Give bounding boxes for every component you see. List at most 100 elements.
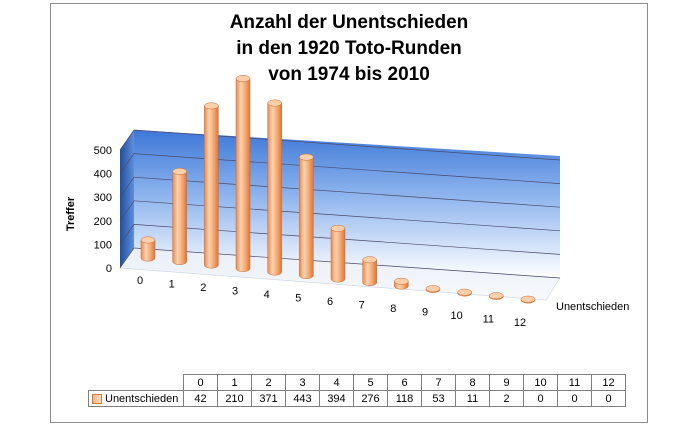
bar [489,292,504,300]
y-tick-label: 500 [94,145,112,157]
table-value-cell: 53 [421,390,456,407]
bar-top [204,102,219,110]
bar-top [299,153,314,161]
bar-top [330,224,346,232]
bar-top [489,292,504,300]
bar-body [362,259,377,286]
table-header-cell: 0 [183,374,218,391]
bar [520,295,536,304]
table-value-cell: 0 [523,390,558,407]
table-value-cell: 11 [455,390,490,407]
side-gridline [119,129,135,151]
bar-top [140,236,156,244]
x-tick-label: 4 [264,289,270,301]
side-gridline [119,224,135,245]
table-value-cell: 371 [251,390,286,407]
table-header-cell: 7 [421,374,456,391]
side-gridline [119,153,135,174]
bars [140,75,536,304]
table-value-row: Unentschieden 42 210 371 443 394 276 118… [88,390,626,407]
y-axis-ticks: 0 100 200 300 400 500 [94,145,112,275]
x-tick-label: 7 [359,300,365,312]
x-tick-label: 12 [514,317,526,329]
bar [172,167,187,265]
table-value-cell: 210 [217,390,252,407]
bar [204,102,219,269]
bar-body [330,228,346,283]
chart-title-line-1: Anzahl der Unentschieden [229,12,469,33]
y-tick-label: 0 [106,263,112,275]
x-tick-label: 6 [327,296,333,308]
bar [425,285,441,293]
table-header-cell: 1 [217,374,252,391]
bar-body [204,105,219,269]
bar-body [267,102,282,276]
bar-top [235,75,251,82]
x-tick-label: 11 [483,314,494,326]
table-value-cell: 276 [353,390,388,407]
chart-title-line-2: in den 1920 Toto-Runden [236,38,462,59]
table-value-cell: 118 [387,390,422,407]
bar-top [425,285,441,293]
table-header-cell: 4 [319,374,354,391]
side-gridline [119,200,135,222]
table-header-row: 0 1 2 3 4 5 6 7 8 9 10 11 12 [89,374,626,391]
side-gridline [119,176,135,198]
bar [235,75,251,272]
data-table: 0 1 2 3 4 5 6 7 8 9 10 11 12 Unentschied… [88,374,626,407]
table-header-cell: 5 [353,374,388,391]
bar [394,277,409,290]
y-tick-label: 400 [94,169,112,181]
table-value-cell: 0 [557,390,592,407]
bar-top [267,99,282,107]
x-tick-label: 9 [422,307,428,319]
table-header-cell: 10 [523,374,558,391]
table-value-cell: 394 [319,390,354,407]
y-tick-label: 200 [94,216,112,228]
x-tick-label: 0 [137,275,143,287]
x-axis-ticks: 0 1 2 3 4 5 6 7 8 9 10 11 12 [137,275,526,329]
x-tick-label: 8 [390,303,396,315]
legend-series-label: Unentschieden [105,392,179,405]
bar-body [299,156,314,279]
bar [330,224,346,283]
bar-top [172,167,187,175]
table-header-cell: 9 [489,374,524,391]
bar-body [140,239,156,262]
bar [457,288,472,297]
bar-top [457,288,472,296]
y-tick-label: 100 [94,239,112,251]
legend-key-swatch [92,393,102,404]
y-tick-label: 300 [94,192,112,204]
chart-title-line-3: von 1974 bis 2010 [268,64,430,85]
x-tick-label: 1 [169,279,175,291]
bar [267,99,282,276]
table-value-cell: 42 [183,390,218,407]
table-header-cell: 2 [251,374,286,391]
table-value-cell: 0 [591,390,626,407]
bar [299,153,314,279]
x-tick-label: 3 [232,286,238,298]
bar-top [520,295,536,303]
x-tick-label: 5 [295,293,301,305]
legend-series-cell: Unentschieden [88,390,184,407]
x-tick-label: 2 [200,282,206,294]
table-value-cell: 443 [285,390,320,407]
table-header-cell: 12 [591,374,626,391]
side-wall [120,130,134,268]
table-header-cell: 3 [285,374,320,391]
bar [362,256,377,286]
bar-top [362,256,377,264]
table-header-cell: 6 [387,374,422,391]
bar-body [235,78,251,272]
y-axis-label: Treffer [65,196,77,231]
bar-body [172,171,187,265]
side-gridline [119,247,135,269]
table-header-cell: 8 [455,374,490,391]
table-header-cell: 11 [557,374,592,391]
table-value-cell: 2 [489,390,524,407]
depth-axis-label: Unentschieden [556,301,629,313]
bar [140,236,156,262]
x-tick-label: 10 [451,310,463,322]
